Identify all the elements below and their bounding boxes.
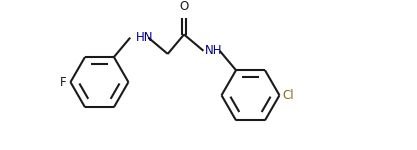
Text: HN: HN — [136, 31, 153, 44]
Text: NH: NH — [205, 44, 223, 57]
Text: F: F — [60, 76, 67, 89]
Text: Cl: Cl — [282, 89, 294, 102]
Text: O: O — [179, 0, 188, 13]
